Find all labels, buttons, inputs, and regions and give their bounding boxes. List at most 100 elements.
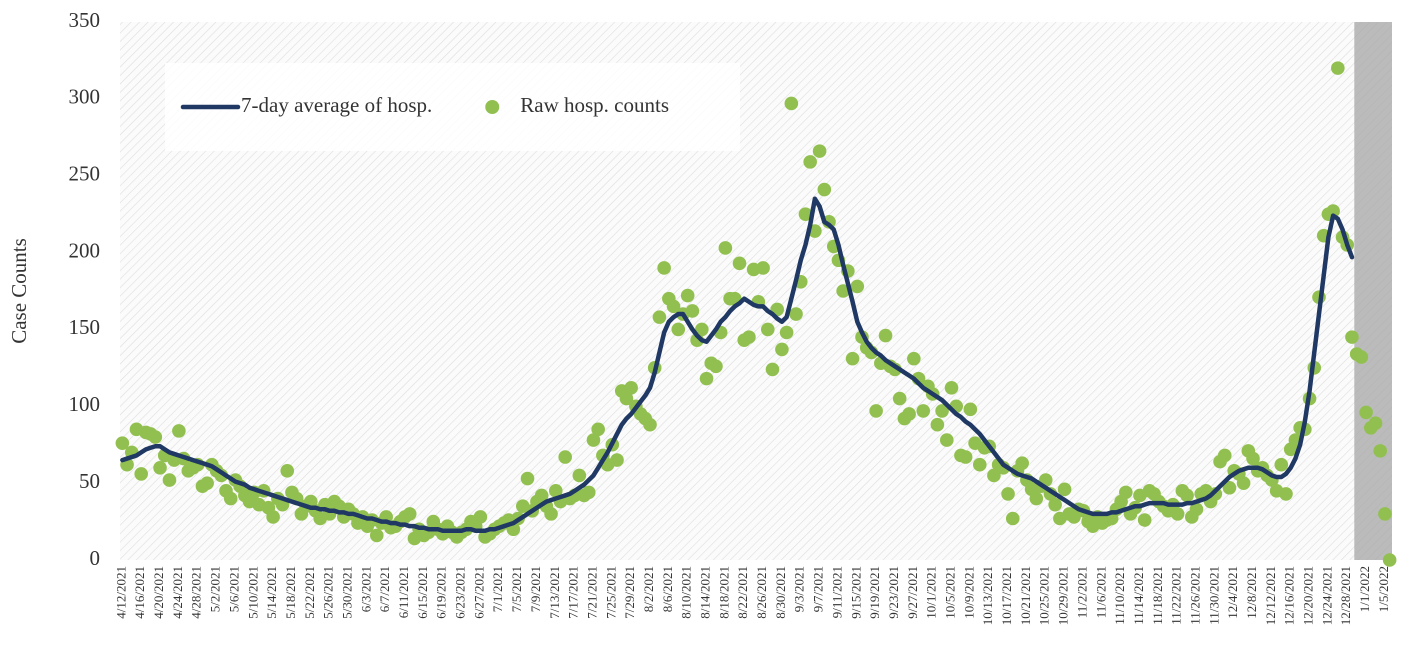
x-tick-label: 5/2/2021 [208,566,223,612]
data-point [153,460,167,475]
x-tick-label: 7/9/2021 [528,566,543,612]
x-tick-label: 10/1/2021 [924,566,939,619]
x-tick-label: 7/5/2021 [509,566,524,612]
x-tick-label: 10/29/2021 [1056,566,1071,625]
x-tick-label: 9/19/2021 [867,566,882,619]
data-point [699,371,714,386]
x-tick-label: 8/18/2021 [716,566,731,619]
average-line [120,196,1355,534]
x-tick-label: 4/28/2021 [189,566,204,619]
y-tick-label: 200 [69,238,101,262]
data-point [591,422,605,437]
x-tick-label: 1/1/2022 [1357,566,1372,612]
shaded-region [1354,22,1392,560]
data-point [1359,405,1373,420]
data-point [935,404,949,418]
data-point [1373,444,1388,458]
data-point [624,381,638,395]
data-point [958,450,973,464]
x-tick-label: 9/23/2021 [886,566,901,619]
data-point [1180,488,1194,503]
data-point [972,457,987,472]
x-tick-label: 11/22/2021 [1169,566,1184,625]
data-point [836,284,850,298]
y-tick-label: 50 [79,469,100,493]
x-tick-label: 5/14/2021 [264,566,279,619]
data-point [1274,457,1289,472]
data-point [666,299,681,314]
x-tick-label: 12/16/2021 [1282,566,1297,625]
x-tick-label: 5/10/2021 [245,566,260,619]
y-axis-label: Case Counts [7,238,31,344]
data-point [223,491,238,506]
legend-marker [485,100,500,114]
y-tick-label: 300 [69,85,101,109]
data-point [798,207,813,221]
x-tick-label: 9/15/2021 [848,566,863,619]
x-tick-label: 12/4/2021 [1225,566,1240,619]
data-point [1170,507,1185,521]
x-tick-label: 10/21/2021 [1018,566,1033,625]
data-point [1368,416,1383,430]
data-point [572,468,587,483]
x-tick-label: 1/5/2022 [1376,566,1391,612]
data-point [685,304,700,318]
x-tick-label: 12/24/2021 [1319,566,1334,625]
data-point [907,351,921,366]
x-tick-label: 6/7/2021 [377,566,392,612]
data-point [1057,482,1072,497]
data-point [1189,502,1204,517]
data-point [1279,487,1293,501]
x-tick-label: 12/28/2021 [1338,566,1353,625]
x-tick-label: 9/11/2021 [829,566,844,618]
x-tick-label: 11/18/2021 [1150,566,1165,625]
legend-label: 7-day average of hosp. [241,93,432,117]
data-point [845,351,860,366]
data-point [709,359,723,374]
x-tick-label: 6/27/2021 [471,566,486,619]
data-point [987,468,1001,483]
x-tick-label: 5/26/2021 [321,566,336,619]
data-point [1246,451,1260,466]
x-tick-label: 6/19/2021 [434,566,449,619]
x-tick-label: 4/20/2021 [151,566,166,619]
x-tick-label: 9/3/2021 [792,566,807,612]
data-point [1378,507,1392,521]
data-point [1015,456,1029,470]
x-tick-label: 8/2/2021 [641,566,656,612]
x-tick-label: 10/17/2021 [999,566,1014,625]
data-point [1217,448,1232,463]
x-tick-label: 5/30/2021 [339,566,354,619]
y-tick-label: 250 [69,162,101,186]
x-tick-label: 8/14/2021 [698,566,713,619]
x-tick-label: 6/15/2021 [415,566,430,619]
data-point [610,453,624,467]
x-tick-label: 12/20/2021 [1301,566,1316,625]
data-point [115,436,130,450]
x-tick-label: 9/27/2021 [905,566,920,619]
data-point [1048,497,1062,512]
data-point [473,510,488,524]
layer: 0 50 100 150 200 250 300 350 4/12/2021 4/16/2021 4… [69,8,1397,625]
x-tick-label: 10/25/2021 [1037,566,1052,625]
data-point [1137,513,1152,527]
data-point [1326,204,1340,218]
data-point [1119,485,1133,500]
x-tick-label: 11/14/2021 [1131,566,1146,625]
data-point [718,241,733,255]
x-tick-label: 4/24/2021 [170,566,185,619]
x-tick-label: 4/16/2021 [132,566,147,619]
x-tick-label: 12/8/2021 [1244,566,1259,619]
data-point [944,381,959,395]
x-tick-label: 11/26/2021 [1187,566,1202,625]
data-point [266,510,280,524]
data-point [869,404,883,418]
data-point [963,402,978,417]
x-tick-label: 7/13/2021 [547,566,562,619]
data-point [732,256,747,271]
data-point [680,288,695,303]
data-point [775,342,789,357]
x-tick-label: 8/30/2021 [773,566,788,619]
x-tick-label: 6/23/2021 [453,566,468,619]
data-point [544,507,558,521]
